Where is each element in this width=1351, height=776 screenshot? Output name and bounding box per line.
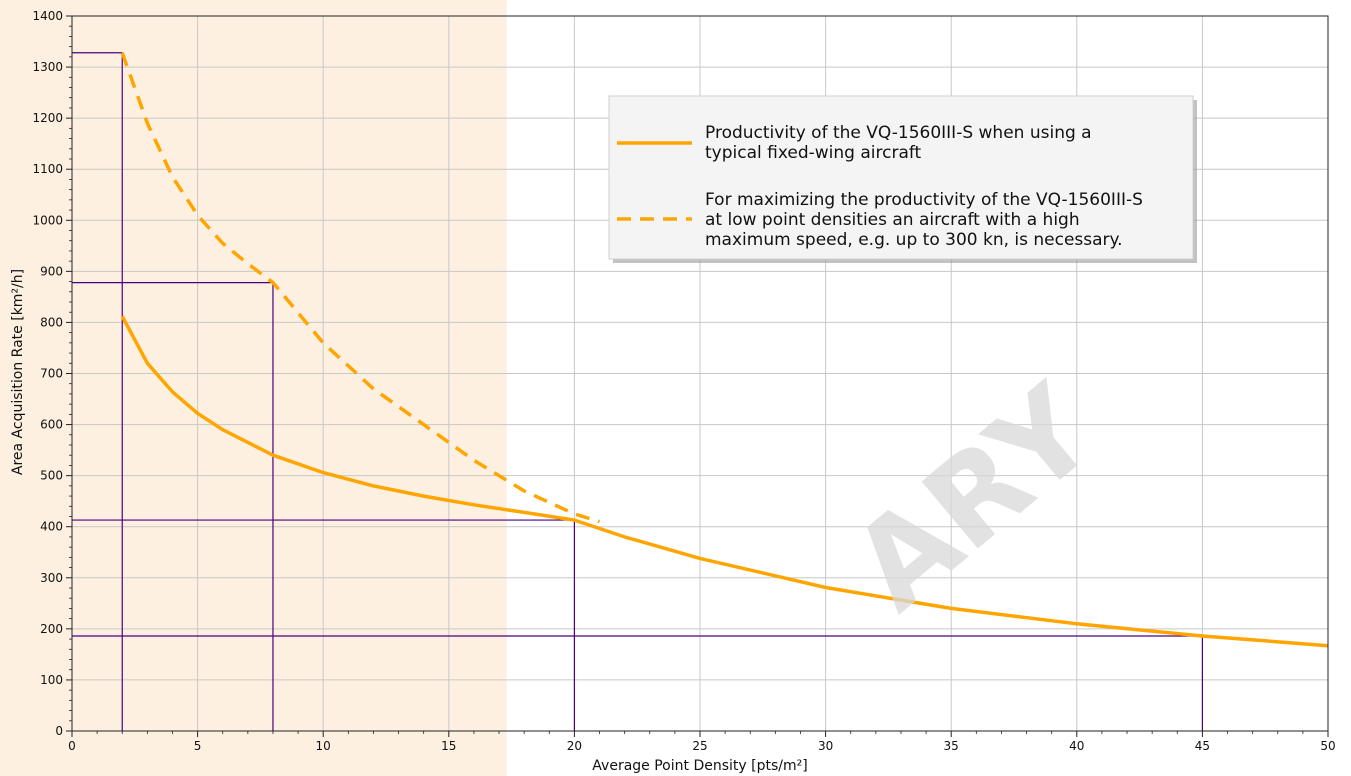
legend-entry-1-line-1: Productivity of the VQ-1560III-S when us… [705, 123, 1092, 143]
y-tick-label: 1000 [32, 213, 63, 227]
y-tick-label: 100 [40, 673, 63, 687]
y-tick-label: 400 [40, 520, 63, 534]
y-axis-ticks: 0 100 200 300 400 500 600 700 800 900 1000 1100 1200… [32, 9, 72, 738]
x-axis-ticks: 0 5 10 15 20 25 30 35 40 45 50 [68, 731, 1336, 753]
y-tick-label: 200 [40, 622, 63, 636]
y-tick-label: 1400 [32, 9, 63, 23]
x-tick-label: 5 [194, 739, 202, 753]
legend-entry-2-line-3: maximum speed, e.g. up to 300 kn, is nec… [705, 230, 1123, 250]
legend: Productivity of the VQ-1560III-S when us… [608, 95, 1197, 263]
series-group [120, 52, 1329, 648]
y-tick-label: 900 [40, 264, 63, 278]
reference-lines [72, 52, 1204, 731]
y-tick-label: 700 [40, 367, 63, 381]
y-tick-label: 1300 [32, 60, 63, 74]
x-tick-label: 25 [692, 739, 707, 753]
x-axis-label: Average Point Density [pts/m²] [592, 758, 807, 774]
legend-box [608, 95, 1194, 260]
x-tick-label: 35 [944, 739, 959, 753]
legend-entry-2-line-2: at low point densities an aircraft with … [705, 210, 1080, 230]
x-tick-label: 0 [68, 739, 76, 753]
y-tick-label: 1200 [32, 111, 63, 125]
legend-entry-1-line-2: typical fixed-wing aircraft [705, 143, 922, 163]
y-tick-label: 1100 [32, 162, 63, 176]
y-tick-label: 600 [40, 418, 63, 432]
x-tick-label: 45 [1195, 739, 1210, 753]
y-tick-label: 500 [40, 469, 63, 483]
shaded-region [0, 0, 507, 776]
x-tick-label: 20 [567, 739, 582, 753]
x-tick-label: 15 [441, 739, 456, 753]
y-tick-label: 800 [40, 315, 63, 329]
x-tick-label: 30 [818, 739, 833, 753]
x-tick-label: 10 [316, 739, 331, 753]
x-tick-label: 50 [1320, 739, 1335, 753]
legend-entry-2-line-1: For maximizing the productivity of the V… [705, 190, 1143, 210]
x-tick-label: 40 [1069, 739, 1084, 753]
dashed-series-line [120, 52, 601, 524]
y-tick-label: 0 [55, 724, 63, 738]
solid-series-line [120, 315, 1329, 648]
y-tick-label: 300 [40, 571, 63, 585]
y-axis-label: Area Acquisition Rate [km²/h] [10, 269, 26, 475]
